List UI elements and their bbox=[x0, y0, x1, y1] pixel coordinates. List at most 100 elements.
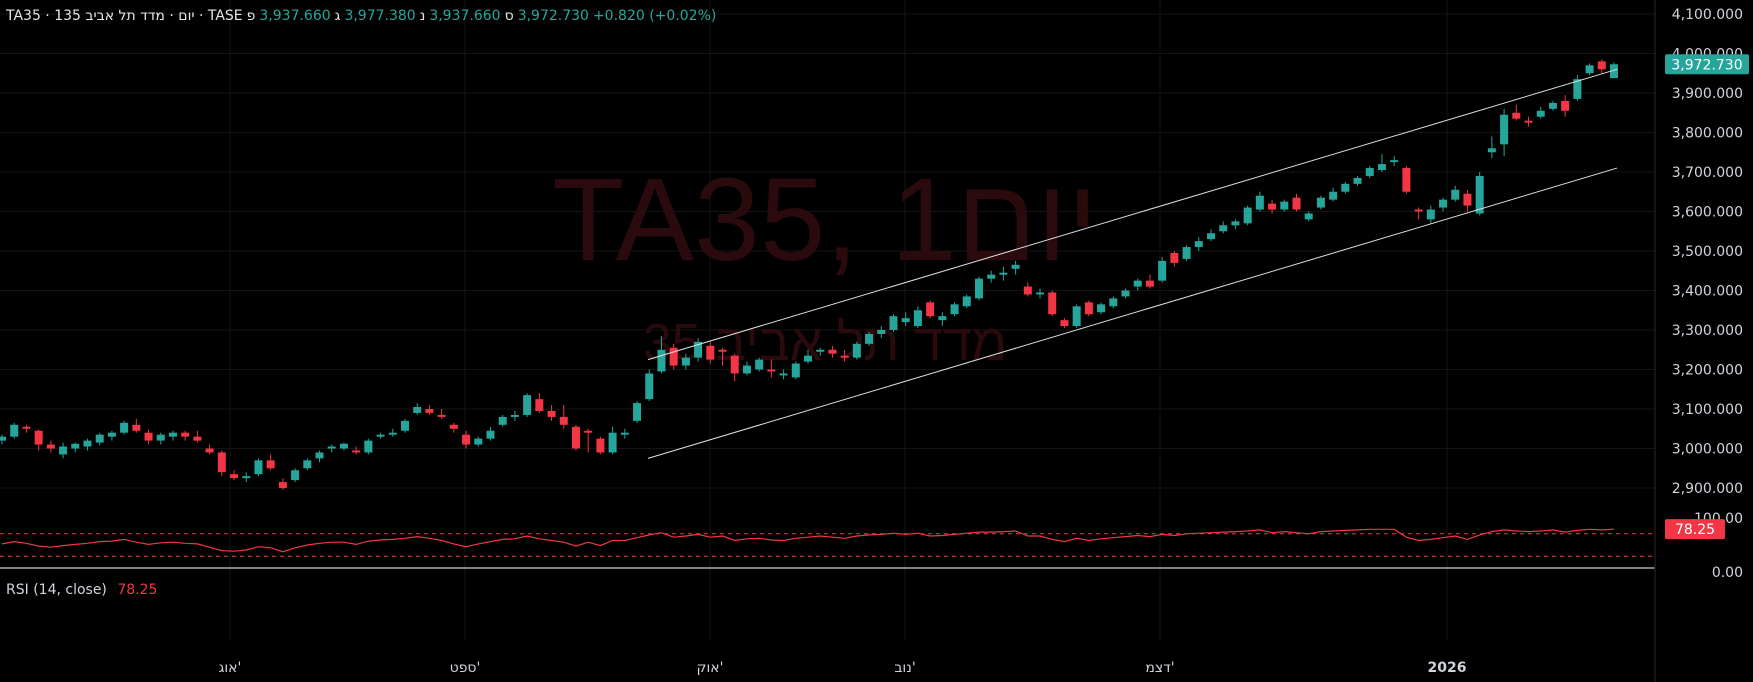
price-tick-label: 3,800.000 bbox=[1672, 126, 1743, 142]
candle-body bbox=[1524, 120, 1533, 123]
candle-body bbox=[681, 357, 690, 366]
last-price-badge bbox=[1665, 54, 1749, 75]
candle-body bbox=[1353, 177, 1362, 184]
candle-body bbox=[1573, 79, 1582, 99]
low-value: 3,937.660 bbox=[429, 8, 501, 24]
price-tick-label: 3,300.000 bbox=[1672, 323, 1743, 339]
candle-body bbox=[1097, 304, 1106, 313]
candle-body bbox=[181, 432, 190, 437]
candle-body bbox=[1060, 320, 1069, 327]
candle-body bbox=[1255, 195, 1264, 210]
candle-body bbox=[327, 446, 336, 449]
candle-body bbox=[938, 316, 947, 321]
candle-body bbox=[1219, 225, 1228, 232]
candle-body bbox=[523, 395, 532, 415]
last-price-badge-label: 3,972.730 bbox=[1671, 57, 1742, 73]
candle-body bbox=[242, 476, 251, 479]
candle-body bbox=[987, 274, 996, 279]
candle-body bbox=[462, 434, 471, 445]
candle-body bbox=[584, 430, 593, 433]
candle-body bbox=[144, 432, 153, 441]
value-badges: 3,972.730 78.25 bbox=[1665, 54, 1749, 540]
candle-body bbox=[791, 363, 800, 378]
candle-body bbox=[437, 414, 446, 417]
candle-body bbox=[828, 349, 837, 354]
candle-body bbox=[364, 440, 373, 453]
high-label: ג bbox=[334, 8, 341, 24]
candle-body bbox=[388, 432, 397, 435]
close-label: ס bbox=[504, 8, 514, 24]
candle-body bbox=[608, 432, 617, 453]
open-value: 3,937.660 bbox=[259, 8, 331, 24]
candle-body bbox=[449, 424, 458, 429]
candle-body bbox=[1145, 280, 1154, 287]
candle-body bbox=[1182, 247, 1191, 259]
rsi-tick-label: 0.00 bbox=[1712, 565, 1743, 581]
candle-body bbox=[1377, 164, 1386, 171]
candle-body bbox=[425, 409, 434, 413]
candle-body bbox=[669, 347, 678, 366]
price-tick-label: 3,900.000 bbox=[1672, 86, 1743, 102]
candle-body bbox=[547, 410, 556, 417]
candle-body bbox=[498, 416, 507, 425]
trend-channel[interactable] bbox=[647, 68, 1618, 459]
rsi-pane bbox=[0, 528, 1655, 557]
exchange-flag: פ bbox=[246, 8, 256, 24]
rsi-legend[interactable]: RSI (14, close) 78.25 bbox=[6, 582, 157, 598]
time-tick-label: ספט' bbox=[450, 660, 481, 676]
candle-body bbox=[779, 373, 788, 376]
candle-body bbox=[620, 432, 629, 435]
candle-body bbox=[107, 432, 116, 437]
symbol-title[interactable]: TA35 · 1יום · מדד תל אביב 35 · TASE bbox=[6, 8, 243, 24]
candle-body bbox=[755, 359, 764, 370]
candle-body bbox=[596, 438, 605, 453]
candle-body bbox=[1451, 189, 1460, 200]
candle-body bbox=[559, 416, 568, 425]
symbol-legend: TA35 · 1יום · מדד תל אביב 35 · TASE פ 3,… bbox=[6, 8, 716, 24]
candle-body bbox=[230, 474, 239, 479]
time-tick-label: אוק' bbox=[697, 660, 724, 676]
candle-body bbox=[132, 424, 141, 431]
channel-lower-line bbox=[647, 167, 1618, 459]
candles bbox=[0, 59, 1618, 490]
candle-body bbox=[1414, 209, 1423, 212]
candle-body bbox=[303, 460, 312, 469]
candle-body bbox=[95, 434, 104, 443]
candle-body bbox=[950, 304, 959, 315]
candle-body bbox=[1109, 298, 1118, 307]
time-tick-label: נוב' bbox=[894, 660, 915, 676]
candle-body bbox=[1036, 292, 1045, 295]
candle-body bbox=[339, 443, 348, 449]
candle-body bbox=[0, 436, 6, 441]
candle-body bbox=[535, 399, 544, 411]
candle-body bbox=[633, 403, 642, 421]
candle-body bbox=[1231, 221, 1240, 226]
rsi-value-badge bbox=[1665, 519, 1725, 540]
candle-body bbox=[1341, 183, 1350, 192]
candle-body bbox=[706, 345, 715, 360]
candle-body bbox=[1439, 199, 1448, 208]
candle-body bbox=[1475, 175, 1484, 214]
candle-body bbox=[694, 341, 703, 358]
candle-body bbox=[1610, 64, 1618, 79]
candle-body bbox=[1133, 280, 1142, 287]
candle-body bbox=[1243, 207, 1252, 224]
candle-body bbox=[962, 296, 971, 307]
candle-body bbox=[71, 443, 80, 449]
candle-body bbox=[1280, 201, 1289, 210]
candle-body bbox=[1316, 197, 1325, 208]
candle-body bbox=[83, 440, 92, 447]
candle-body bbox=[571, 426, 580, 449]
time-axis[interactable]: אוג' ספט' אוק' נוב' דצמ' 2026 bbox=[219, 660, 1467, 676]
candle-body bbox=[34, 430, 43, 445]
candle-body bbox=[1512, 112, 1521, 119]
candle-body bbox=[376, 434, 385, 437]
candle-body bbox=[1329, 191, 1338, 200]
price-tick-label: 3,500.000 bbox=[1672, 244, 1743, 260]
candle-body bbox=[1121, 290, 1130, 297]
candle-body bbox=[718, 349, 727, 352]
change-value: +0.820 (+0.02%) bbox=[592, 8, 717, 24]
candle-body bbox=[413, 407, 422, 413]
price-tick-label: 3,700.000 bbox=[1672, 165, 1743, 181]
